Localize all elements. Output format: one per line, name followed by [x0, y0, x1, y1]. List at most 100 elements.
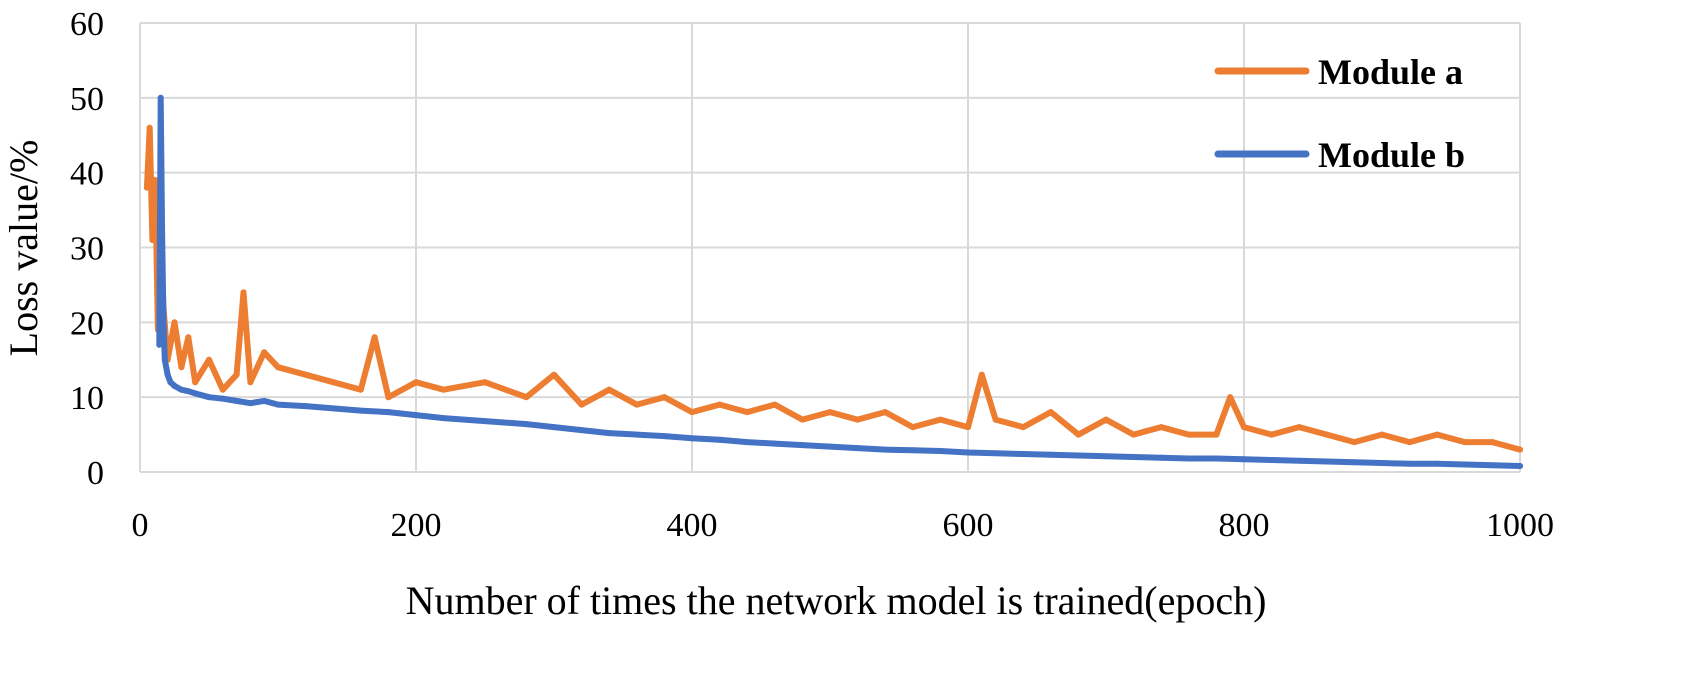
data-point [1489, 462, 1496, 469]
data-point [157, 94, 164, 101]
data-point [1075, 431, 1082, 438]
data-point [909, 424, 916, 431]
data-point [799, 442, 806, 449]
data-point [689, 409, 695, 416]
data-point [661, 394, 668, 401]
data-point [247, 400, 254, 407]
x-tick-label: 400 [667, 507, 718, 544]
data-point [909, 447, 916, 454]
y-axis-tick-labels: 0 10 20 30 40 50 60 [70, 6, 104, 492]
data-point [633, 401, 640, 408]
data-point [799, 416, 806, 423]
data-point [771, 440, 778, 447]
legend: Module a Module b [1214, 52, 1465, 175]
data-point [854, 445, 861, 452]
data-point [854, 416, 861, 423]
data-point [1323, 431, 1330, 438]
data-point [1213, 455, 1220, 462]
data-point [160, 319, 167, 326]
data-point [523, 394, 530, 401]
data-point [192, 379, 199, 386]
data-point [1158, 454, 1165, 461]
data-point [882, 446, 889, 453]
data-point [1434, 431, 1441, 438]
data-point [1075, 452, 1082, 459]
data-point [937, 416, 944, 423]
data-point [302, 371, 309, 378]
data-point [1296, 457, 1303, 464]
data-point [161, 356, 168, 363]
data-point [1241, 456, 1247, 463]
data-point [302, 403, 309, 410]
data-point [357, 386, 364, 393]
data-point [178, 386, 185, 393]
data-point [440, 386, 447, 393]
data-point [152, 177, 159, 184]
data-point [965, 449, 971, 456]
data-point [185, 388, 192, 395]
data-point [633, 431, 640, 438]
data-point [159, 229, 166, 236]
data-point [551, 371, 557, 378]
data-point [992, 450, 999, 457]
data-point [1047, 409, 1054, 416]
data-point [606, 386, 613, 393]
data-point [206, 394, 212, 401]
data-point [385, 394, 392, 401]
data-point [413, 412, 419, 419]
data-point [261, 397, 268, 404]
data-point [371, 334, 378, 341]
data-point [219, 395, 226, 402]
data-point [1213, 431, 1220, 438]
data-point [965, 424, 971, 431]
data-point [716, 436, 723, 443]
data-point [1489, 439, 1496, 446]
module-a-line [143, 124, 1523, 453]
data-point [178, 364, 185, 371]
gridlines [139, 22, 1521, 473]
data-point [149, 237, 156, 244]
data-point [146, 124, 153, 131]
data-point [744, 439, 751, 446]
data-point [206, 356, 212, 363]
data-point [661, 433, 668, 440]
legend-label-module-b: Module b [1318, 135, 1465, 175]
data-point [882, 409, 889, 416]
legend-label-module-a: Module a [1318, 52, 1463, 92]
data-point [689, 435, 695, 442]
data-point [523, 421, 530, 428]
data-point [937, 448, 944, 455]
data-point [1379, 431, 1385, 438]
y-tick-label: 40 [70, 156, 104, 193]
data-point [240, 289, 247, 296]
data-point [1103, 453, 1109, 460]
data-point [1517, 463, 1523, 470]
data-point [1020, 424, 1027, 431]
data-point [482, 379, 488, 386]
x-tick-label: 0 [132, 507, 149, 544]
y-tick-label: 20 [70, 305, 104, 342]
x-axis-tick-labels: 0 200 400 600 800 1000 [132, 507, 1555, 544]
data-point [1268, 457, 1275, 464]
x-axis-title: Number of times the network model is tra… [406, 578, 1267, 623]
data-point [156, 341, 163, 348]
y-tick-label: 10 [70, 380, 104, 417]
data-point [1241, 424, 1247, 431]
data-point [164, 371, 171, 378]
data-point [261, 349, 268, 356]
data-point [219, 386, 226, 393]
data-point [1020, 451, 1027, 458]
y-tick-label: 60 [70, 6, 104, 43]
data-point [1323, 458, 1330, 465]
data-point [1351, 459, 1358, 466]
data-point [1047, 451, 1054, 458]
data-point [163, 364, 170, 371]
data-point [1185, 431, 1192, 438]
data-point [827, 409, 833, 416]
data-point [385, 409, 392, 416]
data-point [716, 401, 723, 408]
data-point [744, 409, 751, 416]
data-point [1406, 439, 1413, 446]
data-point [171, 319, 178, 326]
